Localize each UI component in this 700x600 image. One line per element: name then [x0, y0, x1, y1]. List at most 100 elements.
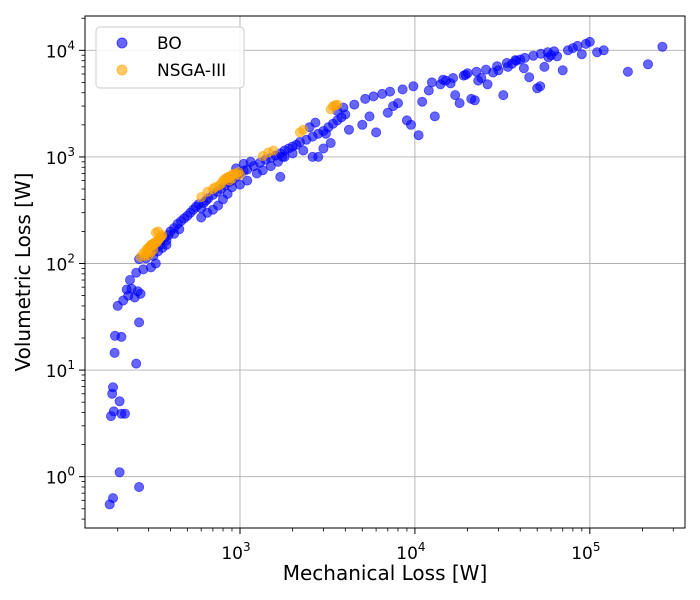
data-point: [242, 175, 253, 186]
data-point: [310, 117, 321, 128]
data-point: [126, 283, 137, 294]
data-point: [265, 161, 276, 172]
data-point: [357, 119, 368, 130]
data-point: [222, 188, 233, 199]
data-point: [364, 111, 375, 122]
legend-label-bo: BO: [157, 34, 182, 54]
data-point: [492, 61, 503, 72]
data-point: [298, 124, 309, 135]
legend-marker-bo: [116, 37, 128, 49]
data-point: [114, 396, 125, 407]
x-tick-label: 103: [221, 540, 250, 564]
data-point: [109, 347, 120, 358]
series-nsga-iii: [135, 99, 343, 262]
data-point: [279, 151, 290, 162]
data-point: [510, 55, 521, 66]
data-point: [320, 128, 331, 139]
data-point: [120, 408, 131, 419]
data-point: [116, 331, 127, 342]
data-point: [413, 130, 424, 141]
data-point: [131, 358, 142, 369]
y-axis-ticks: 100 101 102 103 104: [46, 17, 85, 520]
data-point: [371, 127, 382, 138]
data-point: [142, 248, 153, 259]
data-point: [135, 288, 146, 299]
data-point: [426, 77, 437, 88]
data-point: [152, 226, 163, 237]
y-tick-label: 102: [46, 252, 75, 276]
y-tick-label: 103: [46, 145, 75, 169]
data-point: [360, 93, 371, 104]
data-point: [598, 45, 609, 56]
data-point: [397, 84, 408, 95]
data-point: [622, 66, 633, 77]
y-tick-label: 104: [46, 38, 75, 62]
data-point: [469, 95, 480, 106]
data-point: [349, 99, 360, 110]
legend: BO NSGA-III: [95, 26, 245, 89]
legend-marker-nsga: [116, 64, 128, 76]
data-point: [572, 40, 583, 51]
data-point: [482, 79, 493, 90]
data-point: [535, 81, 546, 92]
data-point: [454, 98, 465, 109]
data-point: [447, 73, 458, 84]
grid-lines: [85, 16, 685, 528]
data-point: [313, 151, 324, 162]
data-point: [480, 64, 491, 75]
data-point: [557, 65, 568, 76]
data-point: [460, 69, 471, 80]
data-point: [257, 165, 268, 176]
data-point: [108, 382, 119, 393]
data-point: [450, 90, 461, 101]
data-point: [471, 66, 482, 77]
y-tick-label: 101: [46, 358, 75, 382]
plot-frame: [84, 15, 686, 529]
data-point: [539, 61, 550, 72]
data-point: [524, 72, 535, 83]
data-point: [576, 49, 587, 60]
legend-label-nsga: NSGA-III: [157, 61, 226, 81]
data-point: [245, 156, 256, 167]
data-point: [134, 481, 145, 492]
data-point: [519, 52, 530, 63]
series-bo: [104, 36, 668, 510]
data-point: [343, 124, 354, 135]
data-point: [125, 274, 136, 285]
data-point: [318, 143, 329, 154]
data-point: [417, 96, 428, 107]
data-point: [150, 258, 161, 269]
data-point: [498, 90, 509, 101]
data-point: [429, 111, 440, 122]
data-point: [298, 145, 309, 156]
x-axis-ticks: 103 104 105: [117, 528, 674, 564]
data-point: [657, 41, 668, 52]
data-point: [108, 493, 119, 504]
data-point: [134, 317, 145, 328]
data-point: [549, 46, 560, 57]
data-point: [501, 58, 512, 69]
data-point: [234, 169, 245, 180]
legend-box: [95, 26, 245, 89]
data-point: [268, 145, 279, 156]
data-point: [584, 36, 595, 47]
data-point: [214, 180, 225, 191]
x-tick-label: 105: [571, 540, 600, 564]
x-axis-title: Mechanical Loss [W]: [283, 561, 488, 585]
data-point: [114, 467, 125, 478]
data-point: [392, 98, 403, 109]
data-point: [382, 107, 393, 118]
data-point: [438, 74, 449, 85]
data-point: [332, 99, 343, 110]
data-point: [518, 63, 529, 74]
data-point: [169, 228, 180, 239]
x-tick-label: 104: [396, 540, 425, 564]
y-tick-label: 100: [46, 465, 75, 489]
data-point: [325, 137, 336, 148]
data-point: [408, 81, 419, 92]
data-point: [384, 86, 395, 97]
data-point: [272, 156, 283, 167]
data-points: [104, 36, 668, 510]
data-point: [643, 59, 654, 70]
